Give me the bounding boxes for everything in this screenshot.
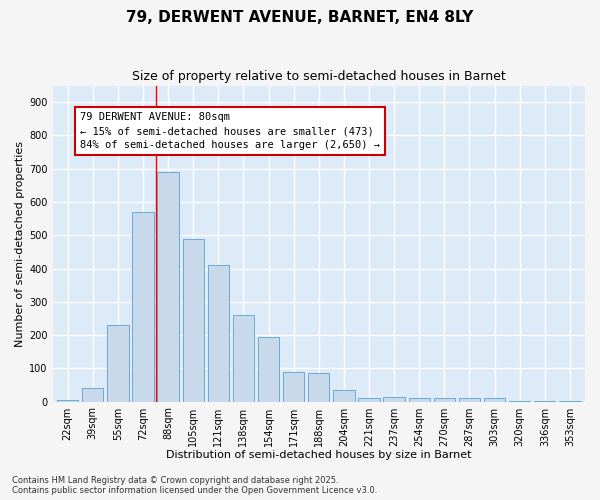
X-axis label: Distribution of semi-detached houses by size in Barnet: Distribution of semi-detached houses by … [166,450,472,460]
Bar [258,336,279,402]
Bar [208,265,229,402]
Bar [157,172,179,402]
Bar [534,401,556,402]
Bar [82,388,103,402]
Title: Size of property relative to semi-detached houses in Barnet: Size of property relative to semi-detach… [132,70,506,83]
Bar [383,396,405,402]
Y-axis label: Number of semi-detached properties: Number of semi-detached properties [15,140,25,346]
Text: 79, DERWENT AVENUE, BARNET, EN4 8LY: 79, DERWENT AVENUE, BARNET, EN4 8LY [127,10,473,25]
Bar [358,398,380,402]
Text: Contains HM Land Registry data © Crown copyright and database right 2025.
Contai: Contains HM Land Registry data © Crown c… [12,476,377,495]
Bar [459,398,480,402]
Bar [308,374,329,402]
Bar [182,238,204,402]
Bar [434,398,455,402]
Bar [333,390,355,402]
Bar [283,372,304,402]
Bar [409,398,430,402]
Bar [107,325,128,402]
Bar [484,398,505,402]
Bar [233,315,254,402]
Bar [509,401,530,402]
Bar [559,401,581,402]
Text: 79 DERWENT AVENUE: 80sqm
← 15% of semi-detached houses are smaller (473)
84% of : 79 DERWENT AVENUE: 80sqm ← 15% of semi-d… [80,112,380,150]
Bar [57,400,78,402]
Bar [132,212,154,402]
